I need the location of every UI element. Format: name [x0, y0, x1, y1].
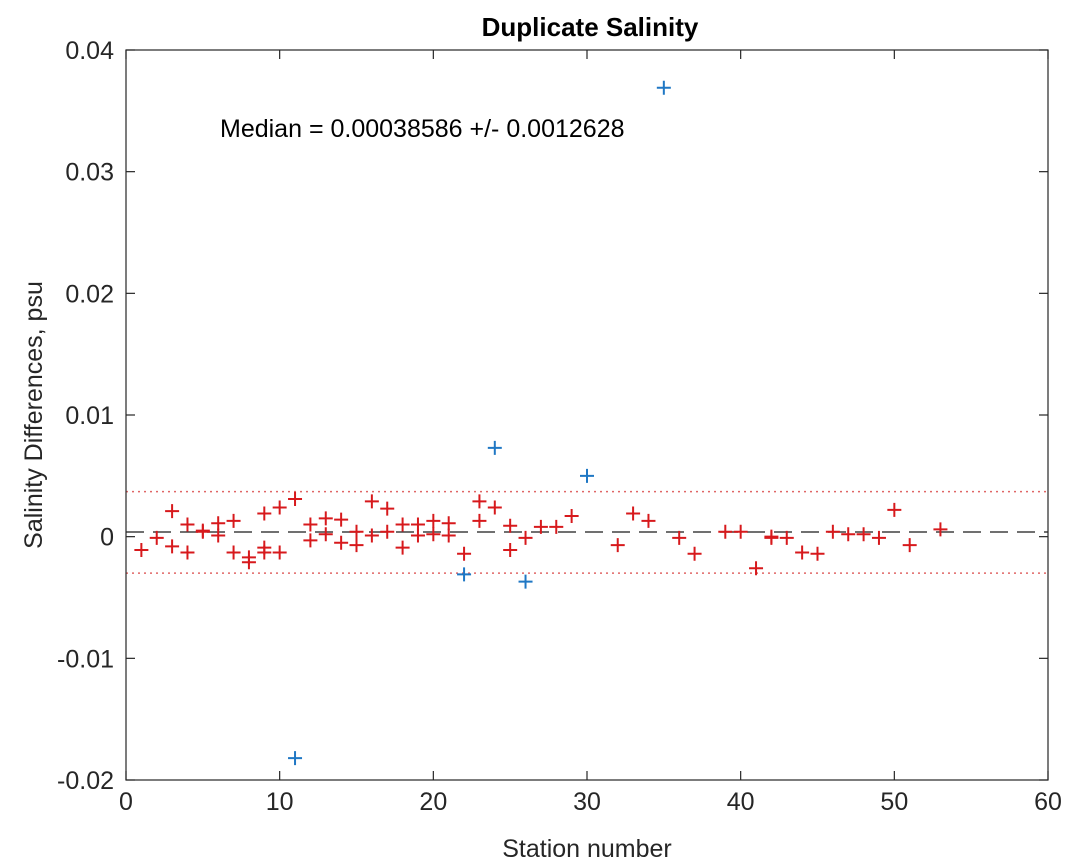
data-point [641, 513, 656, 528]
chart-title: Duplicate Salinity [482, 12, 699, 42]
data-point [364, 528, 379, 543]
data-point [257, 506, 272, 521]
y-tick-label: 0 [100, 524, 114, 552]
data-point [303, 517, 318, 532]
data-point [441, 516, 456, 531]
data-point [687, 546, 702, 561]
x-tick-label: 30 [573, 788, 601, 816]
plot-background [126, 50, 1048, 780]
data-point [672, 530, 687, 545]
x-tick-label: 50 [880, 788, 908, 816]
data-point [626, 506, 641, 521]
data-point [518, 574, 533, 589]
data-point [533, 519, 548, 534]
data-point [318, 511, 333, 526]
y-tick-label: 0.03 [65, 159, 114, 187]
data-point [902, 538, 917, 553]
data-point [272, 545, 287, 560]
data-point [211, 516, 226, 531]
data-point [257, 545, 272, 560]
data-point [457, 546, 472, 561]
data-point [211, 528, 226, 543]
reference-lines [126, 490, 1048, 574]
x-tick-label: 60 [1034, 788, 1062, 816]
data-point [518, 530, 533, 545]
y-tick-label: -0.01 [57, 645, 114, 673]
data-point [288, 751, 303, 766]
data-point [180, 517, 195, 532]
data-point [610, 538, 625, 553]
data-point [165, 539, 180, 554]
data-point [549, 519, 564, 534]
data-point [825, 524, 840, 539]
axes: 0 10 20 30 40 50 60 -0.02 -0.01 0 0.01 0.02 0.03 0.04 [57, 37, 1062, 816]
x-tick-label: 0 [119, 788, 133, 816]
data-point [764, 530, 779, 545]
data-point [364, 494, 379, 509]
data-point [395, 517, 410, 532]
x-tick-label: 40 [727, 788, 755, 816]
x-axis-label: Station number [502, 835, 672, 863]
data-point [226, 545, 241, 560]
data-point [134, 543, 149, 558]
data-point [503, 518, 518, 533]
data-point [149, 530, 164, 545]
data-point [856, 527, 871, 542]
data-point [656, 80, 671, 95]
data-point [380, 501, 395, 516]
data-point [426, 513, 441, 528]
data-point [303, 533, 318, 548]
data-point [410, 528, 425, 543]
data-point [180, 545, 195, 560]
data-point [933, 522, 948, 537]
data-point [165, 504, 180, 519]
median-annotation: Median = 0.00038586 +/- 0.0012628 [220, 115, 625, 143]
data-point [426, 527, 441, 542]
data-point [195, 524, 210, 539]
plot-area [126, 50, 1048, 780]
data-point [241, 555, 256, 570]
data-points [134, 80, 948, 766]
y-tick-label: 0.04 [65, 37, 114, 65]
data-point [487, 440, 502, 455]
data-point [395, 540, 410, 555]
data-point [887, 502, 902, 517]
data-point [226, 513, 241, 528]
data-point [733, 524, 748, 539]
y-tick-label: -0.02 [57, 767, 114, 795]
data-point [272, 500, 287, 515]
data-point [380, 524, 395, 539]
data-point [472, 513, 487, 528]
data-point [334, 535, 349, 550]
x-tick-label: 20 [419, 788, 447, 816]
data-point [810, 546, 825, 561]
data-point [334, 512, 349, 527]
data-point [564, 508, 579, 523]
data-point [472, 494, 487, 509]
y-tick-label: 0.02 [65, 280, 114, 308]
data-point [871, 530, 886, 545]
data-point [349, 538, 364, 553]
data-point [718, 524, 733, 539]
data-point [457, 567, 472, 582]
data-point [580, 468, 594, 483]
data-point [349, 524, 364, 539]
data-point [487, 500, 502, 515]
data-point [503, 543, 518, 558]
y-tick-label: 0.01 [65, 402, 114, 430]
data-point [779, 530, 794, 545]
data-point [841, 527, 856, 542]
data-point [441, 528, 456, 543]
x-tick-label: 10 [266, 788, 294, 816]
data-point [288, 491, 303, 506]
data-point [318, 527, 333, 542]
y-axis-label: Salinity Differences, psu [20, 281, 48, 549]
data-point [795, 545, 810, 560]
data-point [749, 561, 764, 576]
